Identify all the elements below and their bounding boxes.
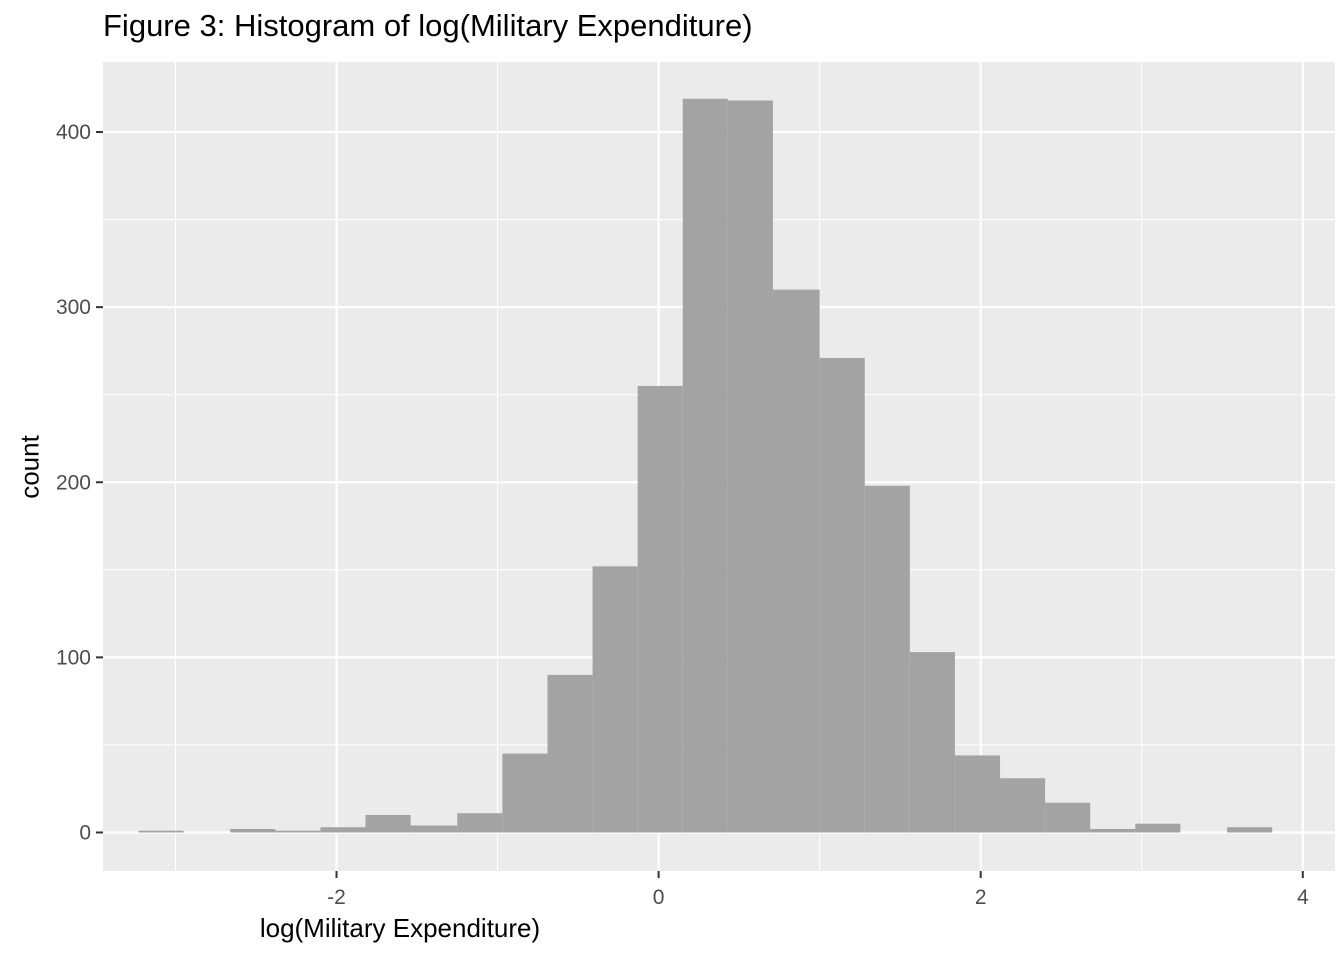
x-axis-label: log(Military Expenditure) bbox=[259, 913, 541, 943]
x-axis: -2 0 2 4 bbox=[327, 871, 1309, 909]
y-axis-label: count bbox=[14, 435, 45, 499]
histogram-bar bbox=[275, 830, 321, 833]
histogram-bar bbox=[1135, 823, 1181, 833]
histogram-bars bbox=[138, 98, 1273, 833]
histogram-bar bbox=[502, 753, 548, 833]
histogram-bar bbox=[457, 813, 503, 833]
y-tick-label: 300 bbox=[56, 296, 91, 319]
histogram-bar bbox=[1045, 802, 1091, 833]
y-tick-label: 200 bbox=[56, 471, 91, 494]
histogram-bar bbox=[1090, 828, 1136, 833]
y-tick-label: 0 bbox=[79, 821, 91, 844]
y-axis: 0 100 200 300 400 bbox=[56, 121, 103, 844]
histogram-bar bbox=[320, 827, 366, 833]
histogram-bar bbox=[1000, 778, 1046, 833]
x-tick-label: 4 bbox=[1297, 886, 1309, 909]
y-tick-label: 100 bbox=[56, 646, 91, 669]
histogram-bar bbox=[592, 566, 638, 833]
histogram-bar bbox=[772, 289, 820, 833]
histogram-bar bbox=[727, 100, 773, 833]
y-tick-label: 400 bbox=[56, 121, 91, 144]
x-tick-label: 2 bbox=[975, 886, 987, 909]
histogram-bar bbox=[365, 814, 411, 833]
histogram-bar bbox=[410, 825, 458, 833]
chart-title: Figure 3: Histogram of log(Military Expe… bbox=[103, 8, 753, 43]
histogram-bar bbox=[637, 385, 683, 833]
histogram-bar bbox=[954, 755, 1001, 833]
histogram-bar bbox=[230, 828, 276, 833]
x-tick-label: 0 bbox=[653, 886, 665, 909]
histogram-bar bbox=[1227, 827, 1273, 833]
histogram-bar bbox=[682, 98, 728, 833]
histogram-bar bbox=[909, 652, 955, 833]
histogram-bar bbox=[864, 485, 910, 833]
x-tick-label: -2 bbox=[327, 886, 346, 909]
histogram-bar bbox=[547, 674, 593, 833]
histogram-bar bbox=[138, 830, 184, 833]
histogram-bar bbox=[819, 357, 865, 833]
